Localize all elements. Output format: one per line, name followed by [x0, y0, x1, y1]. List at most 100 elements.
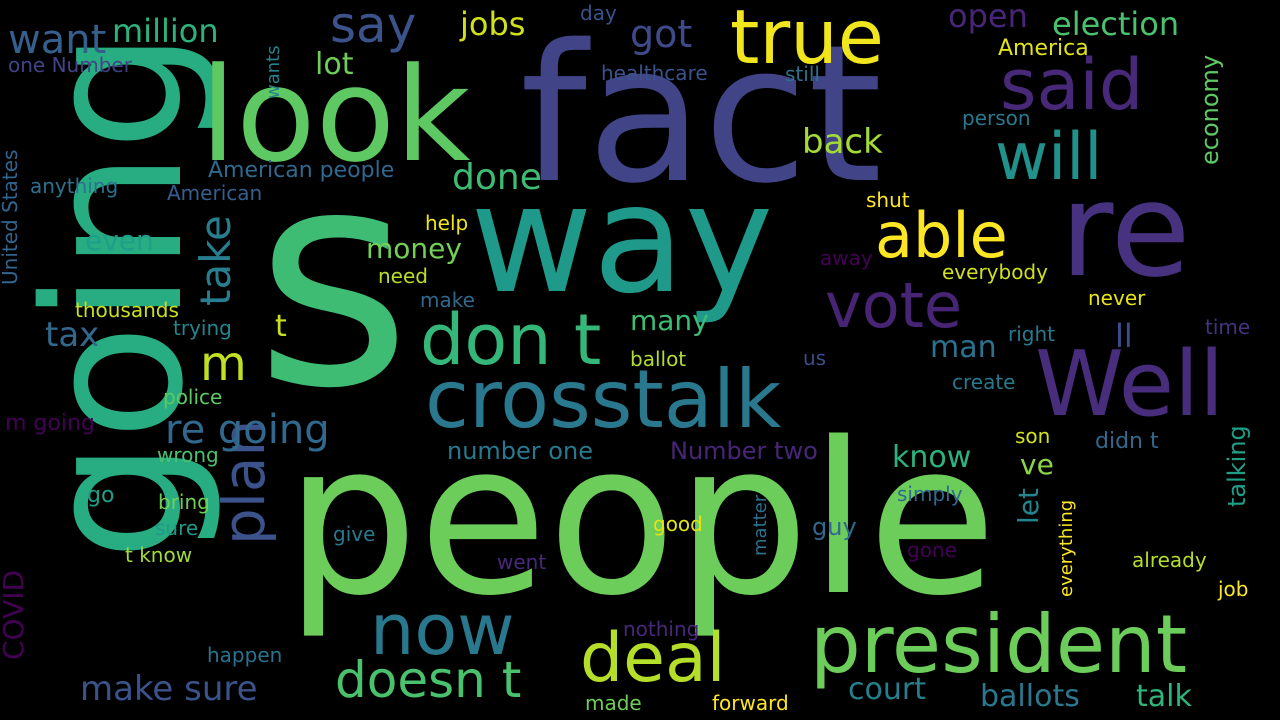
word-deal: deal: [580, 619, 726, 698]
word-good: good: [653, 512, 703, 536]
word-crosstalk: crosstalk: [425, 353, 782, 446]
word-tax: tax: [45, 315, 100, 355]
word-ve: ve: [1020, 448, 1054, 481]
word-right: right: [1008, 322, 1055, 346]
word-lot: lot: [315, 47, 354, 82]
word-wants: wants: [263, 45, 284, 99]
word-doesn-t: doesn t: [335, 651, 522, 709]
word-police: police: [163, 385, 223, 409]
word-t: t: [275, 309, 287, 344]
word-talk: talk: [1136, 679, 1192, 714]
word-guy: guy: [812, 513, 857, 541]
word-got: got: [630, 12, 693, 56]
word-day: day: [580, 1, 617, 25]
word-america: America: [998, 36, 1089, 61]
word-don-t: don t: [420, 299, 602, 381]
word-everything: everything: [1056, 499, 1077, 597]
word-re-going: re going: [165, 407, 330, 453]
word-number-two: Number two: [670, 437, 818, 465]
word-want: want: [8, 17, 107, 63]
word-american-people: American people: [208, 158, 395, 183]
word-well: Well: [1035, 332, 1225, 437]
word-united-states: United States: [0, 149, 22, 285]
word-say: say: [330, 0, 417, 54]
word-go: go: [87, 483, 115, 508]
word-happen: happen: [207, 643, 283, 667]
word-jobs: jobs: [460, 5, 526, 43]
word-will: will: [995, 120, 1103, 195]
word-going: going: [4, 30, 225, 561]
word-back: back: [802, 122, 883, 162]
word-said: said: [1000, 44, 1144, 126]
word-look: look: [200, 39, 471, 191]
word-m-going: m going: [5, 411, 95, 436]
word-need: need: [378, 264, 428, 288]
word-vote: vote: [825, 269, 963, 342]
word-us: us: [803, 346, 827, 370]
word-ll: ll: [1115, 317, 1133, 355]
word-make-sure: make sure: [80, 669, 258, 709]
word-wrong: wrong: [157, 443, 219, 467]
word-forward: forward: [712, 691, 789, 715]
word-went: went: [497, 550, 547, 574]
word-fact: fact: [520, 4, 883, 225]
word-gone: gone: [907, 538, 957, 562]
word-time: time: [1205, 315, 1251, 339]
word-court: court: [848, 672, 926, 707]
word-let: let: [1012, 488, 1045, 524]
word-talking: talking: [1223, 425, 1251, 507]
word-million: million: [112, 12, 219, 50]
word-take: take: [191, 215, 240, 306]
word-covid: COVID: [0, 569, 30, 660]
word-didn-t: didn t: [1095, 429, 1159, 454]
word-made: made: [585, 691, 642, 715]
word-ballot: ballot: [630, 347, 687, 371]
word-trying: trying: [173, 316, 232, 340]
word-never: never: [1088, 286, 1146, 310]
word-american: American: [167, 181, 263, 205]
word-one-number: one Number: [8, 53, 132, 77]
word-able: able: [875, 199, 1008, 272]
word-money: money: [366, 232, 462, 265]
word-president: president: [810, 598, 1188, 691]
word-make: make: [420, 288, 475, 312]
word-man: man: [930, 330, 997, 365]
word-even: even: [85, 224, 154, 257]
word-help: help: [425, 211, 469, 235]
word-thousands: thousands: [75, 298, 179, 322]
word-give: give: [333, 522, 376, 546]
word-s: s: [255, 105, 412, 454]
word-still: still: [785, 62, 820, 86]
word-son: son: [1015, 424, 1051, 448]
word-bring: bring: [158, 490, 210, 514]
word-many: many: [630, 304, 709, 337]
word-sure: sure: [155, 516, 199, 540]
word-election: election: [1052, 5, 1180, 43]
word-number-one: number one: [447, 437, 593, 465]
word-economy: economy: [1196, 54, 1224, 165]
word-job: job: [1218, 577, 1249, 601]
word-healthcare: healthcare: [601, 61, 708, 85]
word-know: know: [892, 440, 972, 475]
word-way: way: [470, 153, 774, 327]
word-anything: anything: [30, 174, 119, 198]
word-simply: simply: [897, 482, 963, 506]
word-nothing: nothing: [623, 617, 700, 641]
word-matter: matter: [750, 494, 771, 556]
word-person: person: [962, 106, 1031, 130]
word-t-know: t know: [125, 543, 193, 567]
word-done: done: [452, 157, 542, 198]
word-create: create: [952, 370, 1016, 394]
word-m: m: [200, 336, 247, 392]
word-everybody: everybody: [942, 260, 1048, 284]
word-already: already: [1132, 548, 1207, 572]
word-true: true: [730, 0, 884, 81]
word-shut: shut: [866, 188, 910, 212]
word-open: open: [948, 0, 1028, 35]
word-away: away: [820, 246, 873, 270]
word-people: people: [285, 397, 997, 642]
word-now: now: [370, 589, 515, 671]
word-re: re: [1060, 154, 1191, 306]
word-ballots: ballots: [980, 679, 1080, 714]
